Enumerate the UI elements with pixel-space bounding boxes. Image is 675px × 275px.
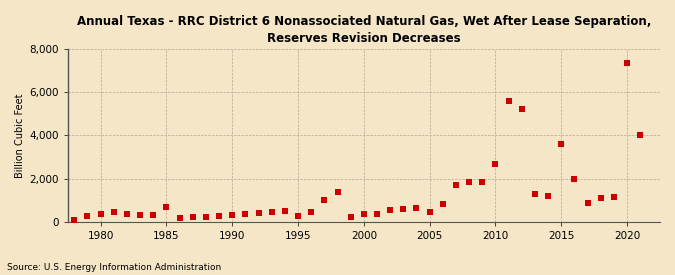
Point bbox=[214, 213, 225, 218]
Point bbox=[109, 210, 119, 214]
Point bbox=[477, 179, 488, 184]
Text: Source: U.S. Energy Information Administration: Source: U.S. Energy Information Administ… bbox=[7, 263, 221, 272]
Point bbox=[200, 214, 211, 219]
Point bbox=[411, 205, 422, 210]
Point bbox=[253, 210, 264, 215]
Point bbox=[306, 210, 317, 214]
Point bbox=[583, 201, 593, 206]
Point bbox=[595, 196, 606, 200]
Point bbox=[358, 212, 369, 217]
Point bbox=[293, 214, 304, 219]
Point bbox=[267, 210, 277, 214]
Y-axis label: Billion Cubic Feet: Billion Cubic Feet bbox=[15, 93, 25, 178]
Point bbox=[556, 142, 567, 146]
Point bbox=[530, 191, 541, 196]
Point bbox=[161, 205, 172, 209]
Point bbox=[95, 211, 106, 216]
Point bbox=[240, 212, 251, 216]
Point bbox=[609, 195, 620, 199]
Point bbox=[569, 176, 580, 181]
Point bbox=[332, 190, 343, 194]
Point bbox=[543, 194, 554, 198]
Point bbox=[319, 198, 330, 202]
Point bbox=[372, 211, 383, 216]
Point bbox=[279, 209, 290, 213]
Point bbox=[82, 213, 93, 218]
Point bbox=[516, 107, 527, 112]
Point bbox=[425, 209, 435, 214]
Point bbox=[464, 180, 475, 185]
Point bbox=[437, 202, 448, 207]
Point bbox=[227, 213, 238, 217]
Point bbox=[635, 133, 646, 138]
Title: Annual Texas - RRC District 6 Nonassociated Natural Gas, Wet After Lease Separat: Annual Texas - RRC District 6 Nonassocia… bbox=[77, 15, 651, 45]
Point bbox=[451, 183, 462, 187]
Point bbox=[174, 216, 185, 220]
Point bbox=[135, 213, 146, 217]
Point bbox=[504, 98, 514, 103]
Point bbox=[385, 208, 396, 212]
Point bbox=[398, 207, 409, 211]
Point bbox=[622, 61, 632, 65]
Point bbox=[188, 214, 198, 219]
Point bbox=[490, 162, 501, 167]
Point bbox=[346, 215, 356, 219]
Point bbox=[148, 213, 159, 218]
Point bbox=[69, 217, 80, 222]
Point bbox=[122, 212, 132, 216]
